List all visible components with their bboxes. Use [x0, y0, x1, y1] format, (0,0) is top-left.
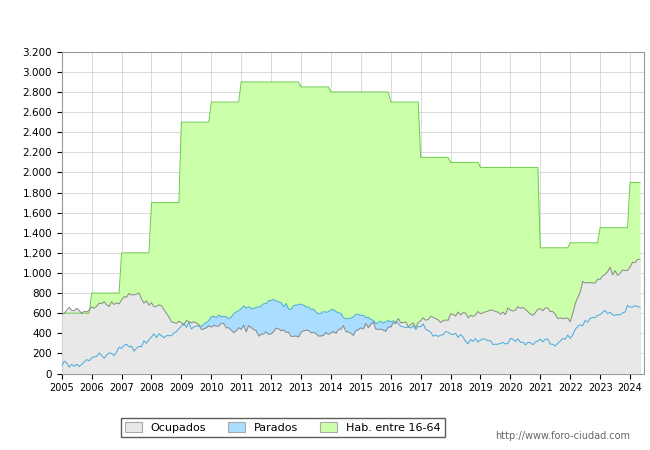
Text: Algorfa - Evolucion de la poblacion en edad de Trabajar Mayo de 2024: Algorfa - Evolucion de la poblacion en e…	[91, 17, 559, 30]
Text: FORO-CIUDAD.COM: FORO-CIUDAD.COM	[231, 283, 474, 303]
Legend: Ocupados, Parados, Hab. entre 16-64: Ocupados, Parados, Hab. entre 16-64	[121, 418, 445, 437]
Text: http://www.foro-ciudad.com: http://www.foro-ciudad.com	[495, 431, 630, 441]
